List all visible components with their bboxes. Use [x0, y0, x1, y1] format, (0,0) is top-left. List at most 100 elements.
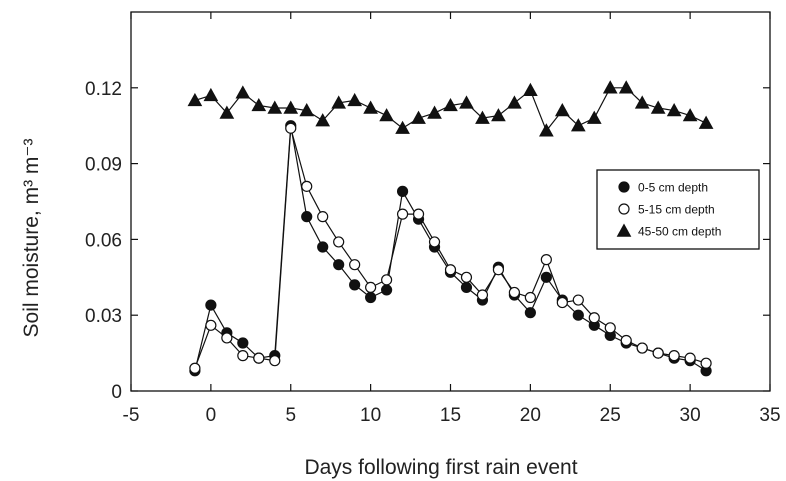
data-point [363, 100, 378, 114]
data-point [540, 254, 552, 266]
data-point [668, 350, 680, 362]
data-point [333, 259, 345, 271]
data-point [333, 236, 345, 248]
data-point [203, 87, 219, 102]
data-point [588, 312, 600, 324]
data-point [524, 291, 536, 304]
data-point [650, 100, 666, 114]
data-point [299, 103, 315, 117]
data-point [381, 274, 393, 286]
data-point [572, 309, 584, 321]
data-point [301, 211, 313, 223]
data-point [269, 355, 281, 367]
data-point [460, 281, 473, 294]
data-point [365, 281, 377, 294]
data-point [570, 118, 586, 132]
data-point [219, 105, 235, 119]
data-series [187, 80, 714, 377]
y-tick-label: 0.06 [85, 230, 122, 251]
legend: 0-5 cm depth 5-15 cm depth 45-50 cm depth [596, 169, 760, 250]
legend-marker [616, 223, 632, 237]
data-point [427, 105, 442, 119]
data-point [379, 108, 394, 122]
x-tick-label: 35 [759, 405, 780, 426]
data-point [253, 352, 265, 364]
series-1 [189, 122, 712, 374]
data-point [700, 357, 712, 369]
legend-label: 0-5 cm depth [638, 181, 708, 195]
data-point [444, 264, 457, 276]
x-tick-label: 30 [680, 405, 701, 426]
data-point [396, 208, 409, 220]
data-point [556, 296, 568, 309]
x-tick-label: 15 [440, 405, 461, 426]
data-point [540, 271, 552, 283]
x-tick-label: 10 [360, 405, 381, 426]
data-point [475, 110, 490, 124]
data-point [491, 108, 506, 122]
data-point [237, 337, 249, 349]
data-point [698, 115, 714, 129]
data-point [604, 322, 616, 334]
series-2 [187, 80, 714, 137]
data-point [205, 319, 217, 331]
data-point [189, 362, 201, 374]
x-tick-label: 20 [520, 405, 541, 426]
data-point [412, 208, 425, 220]
data-point [539, 123, 554, 137]
data-point [301, 180, 313, 192]
legend-label: 5-15 cm depth [638, 203, 715, 217]
x-tick-label: 0 [206, 405, 217, 426]
data-point [365, 291, 377, 304]
data-point [205, 299, 217, 311]
y-tick-label: 0.09 [85, 155, 122, 176]
data-point [572, 294, 584, 306]
legend-label: 45-50 cm depth [638, 225, 721, 239]
data-point [428, 236, 441, 248]
data-point [283, 100, 299, 114]
data-point [586, 110, 602, 124]
data-point [618, 80, 634, 94]
data-point [187, 92, 203, 107]
data-point [349, 259, 361, 271]
data-point [237, 350, 249, 362]
data-point [524, 307, 536, 319]
data-point [554, 103, 570, 117]
data-point [317, 241, 329, 253]
data-point [523, 82, 538, 97]
legend-marker [618, 181, 630, 193]
x-tick-label: 5 [285, 405, 296, 426]
y-tick-label: 0.03 [85, 306, 122, 327]
data-point [396, 185, 409, 197]
x-tick-label: 25 [600, 405, 621, 426]
data-point [235, 85, 251, 99]
data-point [476, 289, 489, 301]
data-point [634, 95, 650, 109]
y-tick-label: 0 [111, 382, 122, 403]
legend-marker [618, 203, 630, 215]
y-axis-label: Soil moisture, m³ m⁻³ [20, 139, 43, 338]
data-point [492, 264, 505, 276]
data-point [460, 271, 473, 283]
data-point [443, 97, 458, 112]
data-point [221, 332, 233, 344]
data-point [652, 347, 664, 359]
data-point [666, 103, 682, 117]
data-point [395, 120, 410, 134]
data-point [508, 286, 521, 299]
data-point [684, 352, 696, 364]
data-point [347, 92, 362, 107]
data-point [349, 279, 361, 291]
x-axis-label: Days following first rain event [304, 456, 577, 479]
data-point [507, 95, 522, 109]
data-point [267, 100, 283, 114]
y-tick-label: 0.12 [85, 79, 122, 100]
data-point [317, 211, 329, 223]
x-tick-label: -5 [123, 405, 140, 426]
data-point [331, 95, 347, 109]
data-point [620, 334, 632, 347]
data-point [459, 95, 474, 109]
data-point [411, 110, 426, 124]
